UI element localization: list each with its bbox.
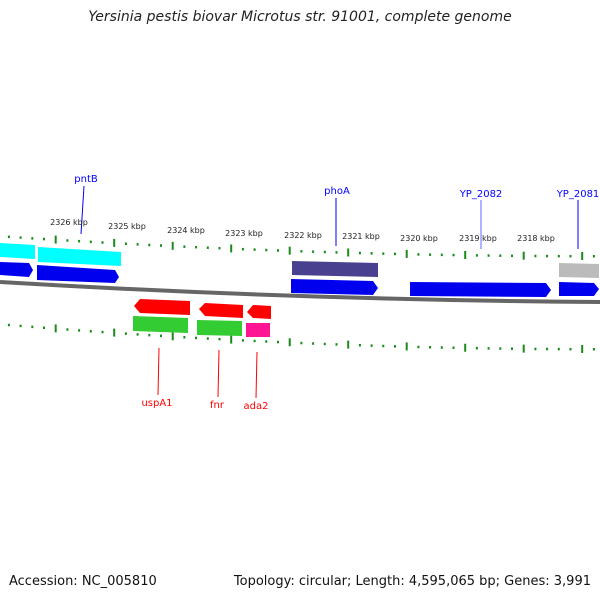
scale-label: 2323 kbp xyxy=(225,229,263,238)
feature-green[interactable] xyxy=(197,320,242,336)
scale-label: 2326 kbp xyxy=(50,218,88,227)
scale-label: 2319 kbp xyxy=(459,234,497,243)
feature-cyan[interactable] xyxy=(38,247,121,266)
feature-magenta[interactable] xyxy=(246,323,270,337)
feature-purple[interactable] xyxy=(292,261,378,277)
cds-arrow[interactable] xyxy=(410,282,551,297)
gene-label-ada2[interactable]: ada2 xyxy=(244,401,269,412)
tick-marks xyxy=(7,235,595,353)
feature-gray[interactable] xyxy=(559,263,599,278)
scale-label: 2325 kbp xyxy=(108,222,146,231)
gene-label-YP_2082[interactable]: YP_2082 xyxy=(459,189,503,200)
scale-label: 2318 kbp xyxy=(517,234,555,243)
cds-arrow[interactable] xyxy=(37,265,119,283)
scale-label: 2321 kbp xyxy=(342,232,380,241)
genome-summary: Topology: circular; Length: 4,595,065 bp… xyxy=(233,574,591,589)
cds-arrow-reverse[interactable] xyxy=(247,305,271,319)
scale-label: 2322 kbp xyxy=(284,231,322,240)
scale-label: 2320 kbp xyxy=(400,234,438,243)
cds-arrow[interactable] xyxy=(559,282,599,296)
cds-arrow[interactable] xyxy=(291,279,378,295)
map-title: Yersinia pestis biovar Microtus str. 910… xyxy=(88,9,512,25)
gene-label-YP_2081[interactable]: YP_2081 xyxy=(556,189,600,200)
backbone xyxy=(0,280,600,304)
cds-arrow-reverse[interactable] xyxy=(199,303,243,318)
scale-label: 2324 kbp xyxy=(167,226,205,235)
feature-green[interactable] xyxy=(133,316,188,333)
accession: Accession: NC_005810 xyxy=(9,574,157,589)
gene-label-phoA[interactable]: phoA xyxy=(324,186,350,197)
leader-lines xyxy=(80,185,579,399)
cds-arrow[interactable] xyxy=(0,262,33,277)
feature-cyan[interactable] xyxy=(0,243,35,259)
gene-label-uspA1[interactable]: uspA1 xyxy=(141,398,172,409)
gene-label-pntB[interactable]: pntB xyxy=(74,174,98,185)
cds-arrow-reverse[interactable] xyxy=(134,299,190,315)
features xyxy=(0,243,599,337)
gene-label-fnr[interactable]: fnr xyxy=(210,400,225,411)
